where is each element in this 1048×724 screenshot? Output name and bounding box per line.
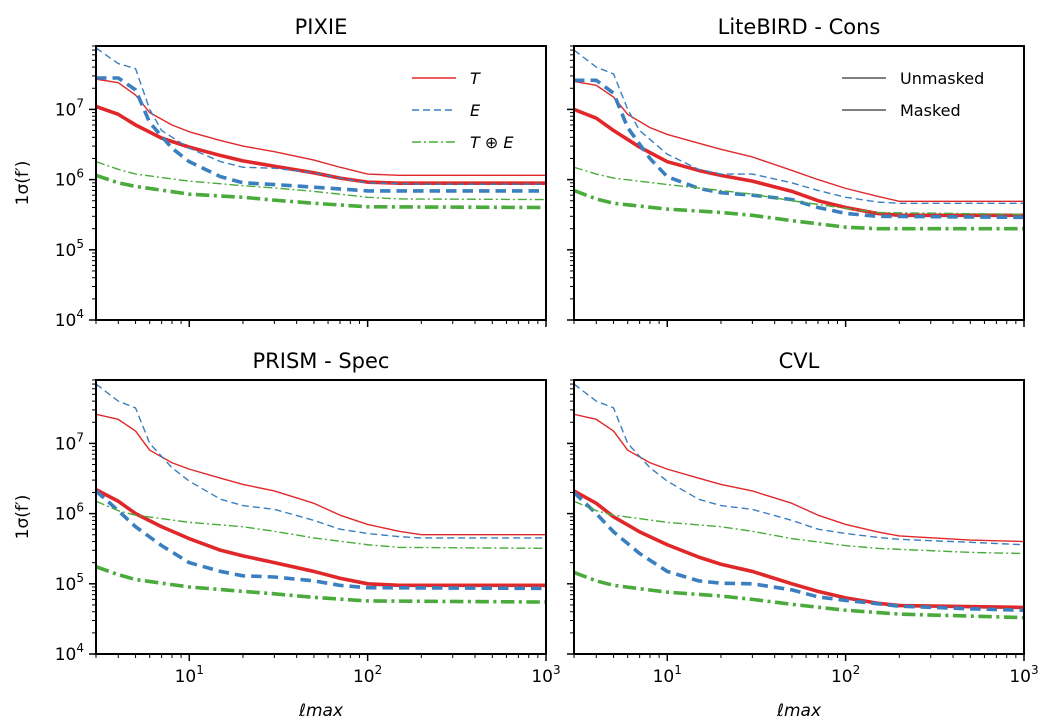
panel-3: PRISM - Spec 104 105 106 107 1σ(f′) 101 102 103 ℓ… [13, 349, 561, 721]
panel-2: LiteBIRD - Cons Unmasked Masked [567, 15, 1025, 327]
series-line-e-masked [96, 76, 546, 193]
y-tick-label: 104 [55, 307, 84, 331]
y-tick-label: 105 [55, 237, 84, 261]
legend-styles: Unmasked Masked [842, 69, 984, 120]
y-tick-label: 105 [55, 571, 84, 595]
x-tick-label: 102 [353, 663, 382, 687]
legend-label-t: T [470, 69, 481, 88]
series-line-e-masked [574, 78, 1024, 220]
series-line-t-unmasked [96, 413, 546, 536]
legend-label-te: T ⊕ E [470, 133, 514, 152]
panel-title: LiteBIRD - Cons [718, 15, 881, 39]
x-tick-label: 103 [531, 663, 560, 687]
x-tick-label: 101 [653, 663, 682, 687]
series-line-t-unmasked [574, 413, 1024, 543]
series-group [96, 47, 546, 210]
x-tick-label: 101 [175, 663, 204, 687]
series-line-e-masked [574, 491, 1024, 613]
x-axis-label: ℓmax [776, 701, 822, 721]
series-line-t-unmasked [574, 80, 1024, 203]
series-line-t-e-masked [96, 565, 546, 604]
panel-title: CVL [779, 349, 820, 373]
x-tick-label: 102 [831, 663, 860, 687]
series-group [96, 383, 546, 604]
series-line-e-unmasked [96, 47, 546, 185]
plot-frame [95, 379, 547, 655]
series-line-t-masked [96, 487, 546, 588]
y-tick-label: 107 [55, 96, 84, 120]
panel-title: PRISM - Spec [253, 349, 390, 373]
y-axis-label: 1σ(f′) [13, 495, 33, 540]
y-tick-label: 107 [55, 430, 84, 454]
series-line-e-unmasked [574, 383, 1024, 546]
y-tick-label: 106 [55, 501, 84, 525]
series-line-t-e-unmasked [96, 161, 546, 201]
series-line-t-e-unmasked [96, 500, 546, 550]
series-group [574, 49, 1024, 231]
series-line-t-masked [574, 107, 1024, 218]
series-line-t-unmasked [96, 78, 546, 177]
x-tick-label: 103 [1009, 663, 1038, 687]
y-tick-label: 106 [55, 167, 84, 191]
legend-label-unmasked: Unmasked [900, 69, 984, 88]
y-tick-label: 104 [55, 641, 84, 665]
legend-label-e: E [470, 101, 481, 120]
series-line-t-e-unmasked [574, 500, 1024, 555]
series-line-t-e-masked [574, 188, 1024, 231]
series-line-t-masked [96, 104, 546, 185]
y-axis-label: 1σ(f′) [13, 161, 33, 206]
plot-frame [573, 379, 1025, 655]
legend-label-masked: Masked [900, 101, 961, 120]
series-line-t-e-masked [96, 173, 546, 210]
series-line-t-e-unmasked [574, 166, 1024, 216]
x-axis-label: ℓmax [298, 701, 344, 721]
series-line-e-unmasked [574, 49, 1024, 204]
legend-series: TE T ⊕ E [412, 69, 514, 152]
series-line-t-e-masked [574, 570, 1024, 620]
panel-1: PIXIE 104 105 106 107 1σ(f′) TE T ⊕ E [13, 15, 547, 331]
panel-title: PIXIE [295, 15, 348, 39]
series-line-e-unmasked [96, 383, 546, 539]
series-group [574, 383, 1024, 620]
panel-4: CVL 101 102 103 ℓmax [567, 349, 1039, 721]
